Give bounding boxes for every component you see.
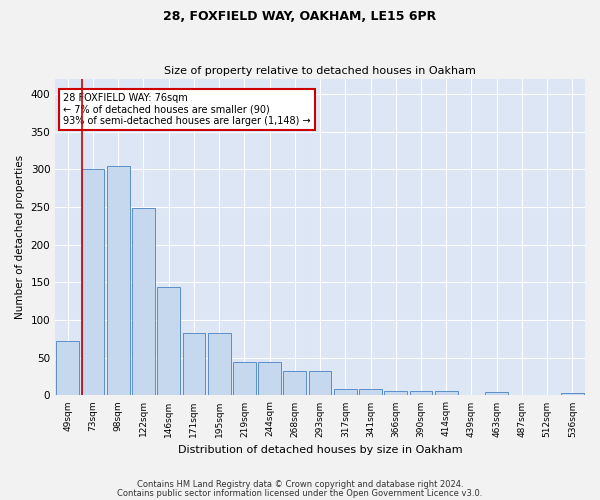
Bar bbox=[283, 372, 306, 396]
Bar bbox=[385, 391, 407, 396]
Bar bbox=[334, 388, 356, 396]
Text: 28 FOXFIELD WAY: 76sqm
← 7% of detached houses are smaller (90)
93% of semi-deta: 28 FOXFIELD WAY: 76sqm ← 7% of detached … bbox=[63, 94, 311, 126]
Bar bbox=[410, 391, 433, 396]
X-axis label: Distribution of detached houses by size in Oakham: Distribution of detached houses by size … bbox=[178, 445, 463, 455]
Bar bbox=[208, 333, 230, 396]
Bar bbox=[82, 170, 104, 396]
Bar bbox=[56, 341, 79, 396]
Y-axis label: Number of detached properties: Number of detached properties bbox=[15, 155, 25, 320]
Bar bbox=[485, 392, 508, 396]
Title: Size of property relative to detached houses in Oakham: Size of property relative to detached ho… bbox=[164, 66, 476, 76]
Bar bbox=[107, 166, 130, 396]
Bar bbox=[132, 208, 155, 396]
Bar bbox=[258, 362, 281, 396]
Bar bbox=[182, 333, 205, 396]
Text: Contains public sector information licensed under the Open Government Licence v3: Contains public sector information licen… bbox=[118, 489, 482, 498]
Text: Contains HM Land Registry data © Crown copyright and database right 2024.: Contains HM Land Registry data © Crown c… bbox=[137, 480, 463, 489]
Bar bbox=[561, 393, 584, 396]
Bar bbox=[157, 287, 180, 396]
Bar bbox=[309, 372, 331, 396]
Text: 28, FOXFIELD WAY, OAKHAM, LE15 6PR: 28, FOXFIELD WAY, OAKHAM, LE15 6PR bbox=[163, 10, 437, 23]
Bar bbox=[233, 362, 256, 396]
Bar bbox=[359, 388, 382, 396]
Bar bbox=[435, 391, 458, 396]
